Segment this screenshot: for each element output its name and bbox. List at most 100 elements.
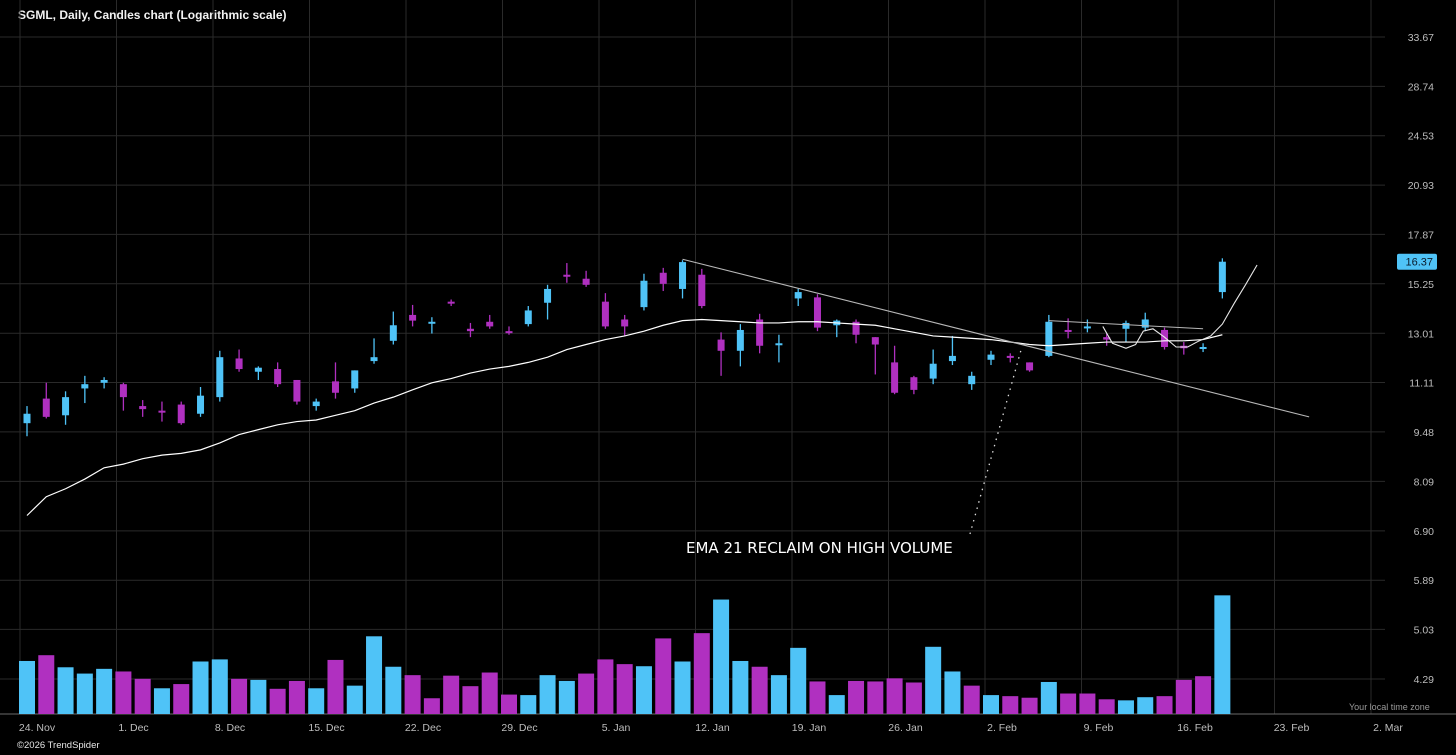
y-tick-label: 33.67: [1408, 32, 1434, 44]
volume-bar: [770, 675, 787, 714]
candle: [582, 270, 590, 287]
x-tick-label: 29. Dec: [501, 722, 537, 734]
volume-bar: [19, 660, 35, 714]
volume-bar: [76, 673, 93, 714]
candle: [1006, 353, 1014, 363]
chart-title: SGML, Daily, Candles chart (Logarithmic …: [18, 8, 287, 22]
volume-bar: [983, 695, 999, 714]
annotation: EMA 21 RECLAIM ON HIGH VOLUME 16.37: [686, 253, 1437, 557]
candle: [254, 366, 262, 380]
last-price-badge: [1397, 253, 1437, 270]
volume-bar: [366, 636, 383, 714]
volume-bar: [115, 671, 132, 714]
volume-bar: [501, 694, 517, 714]
volume-bar: [558, 680, 575, 714]
volume-bar: [616, 664, 633, 714]
copyright-text: ©2026 TrendSpider: [17, 740, 100, 751]
flag-upper-line[interactable]: [1048, 320, 1204, 330]
candle: [312, 398, 320, 411]
candle: [1045, 314, 1053, 358]
candle: [640, 273, 648, 311]
volume-bar: [713, 599, 730, 714]
volume-bar: [635, 666, 652, 714]
pattern-curve[interactable]: [1102, 264, 1258, 349]
volume-bar: [1060, 693, 1077, 714]
axis-ticks: 33.67 28.74 24.53 20.93 17.87 15.25 13.01 11.11…: [19, 32, 1435, 734]
volume-bar: [944, 671, 961, 714]
candle: [1218, 258, 1226, 299]
volume-bar: [57, 667, 74, 714]
y-tick-label: 17.87: [1408, 229, 1434, 241]
volume-bar: [423, 698, 440, 714]
y-tick-label: 8.09: [1414, 476, 1435, 488]
volume-bar: [385, 666, 402, 714]
volume-bar: [96, 668, 113, 714]
volume-bar: [173, 684, 190, 714]
candle: [505, 326, 513, 335]
volume-bar: [925, 646, 942, 714]
volume-bar: [1040, 681, 1057, 714]
candle: [948, 335, 956, 366]
volume-bar: [211, 659, 228, 714]
candle: [524, 306, 532, 327]
volume-bar: [655, 638, 672, 714]
volume-bar: [597, 659, 614, 714]
volume-bar: [963, 685, 980, 714]
x-tick-label: 16. Feb: [1177, 722, 1213, 734]
volume-bar: [231, 678, 248, 714]
volume-bar: [269, 688, 286, 714]
x-tick-label: 23. Feb: [1274, 722, 1310, 734]
y-tick-label: 11.11: [1409, 377, 1434, 389]
candle: [1199, 343, 1207, 353]
volume-bar: [346, 685, 363, 714]
volume-bars: [19, 595, 1231, 714]
y-tick-label: 13.01: [1408, 328, 1434, 340]
volume-bar: [674, 661, 691, 714]
volume-bar: [250, 679, 267, 714]
candle: [235, 349, 243, 372]
candle: [370, 338, 378, 364]
annotation-text[interactable]: EMA 21 RECLAIM ON HIGH VOLUME: [686, 539, 953, 557]
volume-bar: [153, 688, 170, 714]
candle: [409, 304, 417, 327]
volume-bar: [404, 675, 421, 714]
candle: [698, 268, 706, 309]
y-tick-label: 9.48: [1414, 427, 1435, 439]
candle: [1083, 319, 1091, 333]
candle: [544, 284, 552, 320]
candle: [833, 319, 841, 338]
y-tick-label: 20.93: [1408, 180, 1434, 192]
candle: [119, 382, 127, 411]
y-tick-label: 5.03: [1414, 624, 1435, 636]
candle: [659, 267, 667, 292]
volume-bar: [751, 666, 768, 714]
volume-bar: [520, 695, 537, 714]
candle: [158, 401, 166, 422]
timezone-label[interactable]: Your local time zone: [1349, 702, 1430, 712]
candles: [23, 258, 1226, 437]
x-tick-label: 8. Dec: [215, 722, 245, 734]
y-tick-label: 24.53: [1408, 131, 1434, 143]
candle: [42, 382, 50, 419]
volume-bar: [578, 673, 595, 714]
candle: [621, 314, 629, 336]
x-tick-label: 5. Jan: [602, 722, 631, 734]
volume-bar: [1002, 696, 1019, 714]
volume-bar: [732, 660, 749, 714]
candle: [62, 391, 70, 425]
x-tick-label: 15. Dec: [308, 722, 344, 734]
volume-bar: [848, 680, 865, 714]
descending-trendline[interactable]: [682, 258, 1310, 418]
volume-bar: [1156, 696, 1173, 714]
grid-lines: [0, 0, 1456, 715]
volume-bar: [1117, 700, 1134, 714]
candle: [852, 319, 860, 344]
candle: [775, 334, 783, 363]
volume-bar: [867, 681, 884, 714]
candle: [756, 313, 764, 354]
volume-bar: [790, 647, 807, 714]
candle: [293, 379, 301, 405]
candle: [331, 362, 339, 399]
candle: [23, 406, 31, 437]
